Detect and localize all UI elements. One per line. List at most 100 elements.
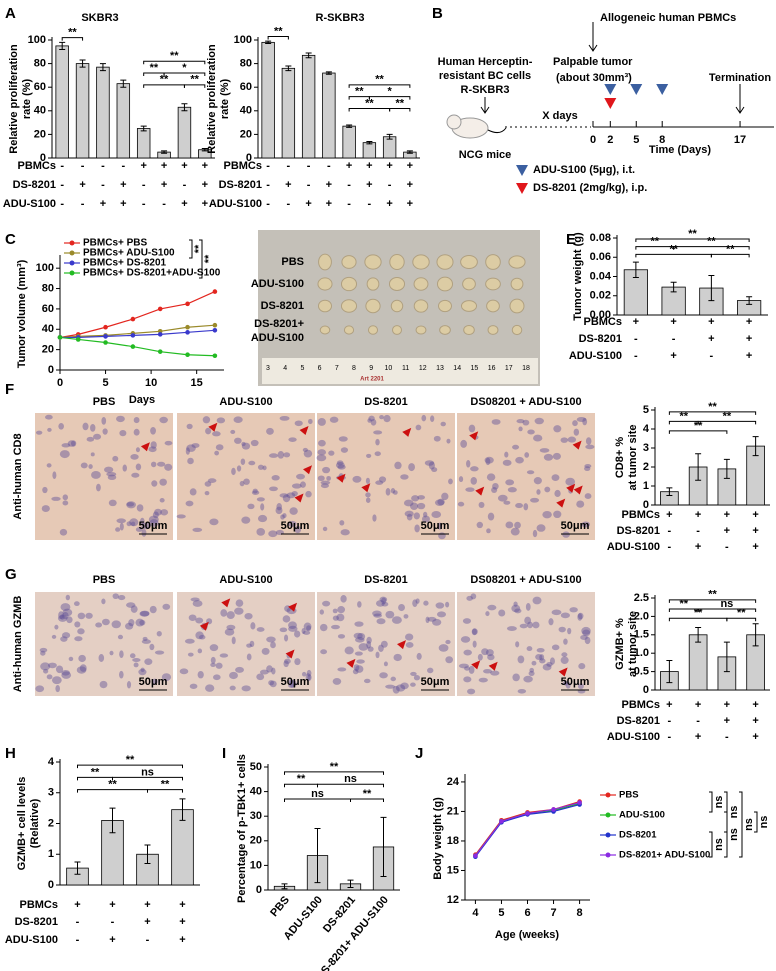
condition-sign: + bbox=[752, 525, 758, 537]
nucleus bbox=[416, 652, 422, 660]
condition-sign: + bbox=[407, 160, 413, 172]
nucleus bbox=[408, 463, 415, 472]
y-tick-label: 0.04 bbox=[590, 270, 612, 282]
image-title: ADU-S100 bbox=[219, 396, 272, 408]
error-bar bbox=[201, 148, 208, 152]
nucleus bbox=[256, 497, 265, 502]
nucleus bbox=[322, 526, 328, 532]
nucleus bbox=[270, 641, 276, 649]
nucleus bbox=[329, 416, 339, 423]
nucleus bbox=[150, 461, 157, 468]
termination-label: Termination bbox=[709, 72, 771, 84]
sig-label: ** bbox=[363, 788, 372, 800]
nucleus bbox=[59, 528, 68, 536]
ruler-number: 11 bbox=[402, 365, 409, 372]
point bbox=[103, 340, 108, 345]
nucleus bbox=[128, 619, 135, 627]
sig-bracket bbox=[668, 411, 757, 415]
point bbox=[130, 316, 136, 322]
nucleus bbox=[88, 464, 93, 470]
condition-sign: - bbox=[388, 179, 392, 191]
nucleus bbox=[558, 626, 566, 633]
sig-label: ns bbox=[743, 818, 755, 831]
condition-sign: - bbox=[60, 179, 64, 191]
sig-label: ** bbox=[108, 779, 117, 791]
nucleus bbox=[410, 502, 419, 511]
condition-sign: + bbox=[179, 934, 185, 946]
error-bar bbox=[181, 103, 188, 112]
sig-label: ** bbox=[679, 410, 688, 422]
nucleus bbox=[294, 630, 301, 638]
condition-sign: + bbox=[346, 160, 352, 172]
condition-sign: - bbox=[287, 198, 291, 210]
nucleus bbox=[581, 626, 591, 635]
tumor bbox=[390, 299, 404, 313]
nucleus bbox=[197, 670, 204, 679]
point bbox=[212, 322, 218, 328]
sig-bracket bbox=[61, 37, 84, 41]
nucleus bbox=[460, 636, 471, 643]
nucleus bbox=[487, 654, 495, 661]
tumor bbox=[365, 298, 381, 314]
nucleus bbox=[393, 653, 402, 662]
nucleus bbox=[150, 441, 157, 449]
bar bbox=[96, 66, 110, 159]
nucleus bbox=[375, 480, 384, 485]
nucleus bbox=[565, 477, 576, 486]
nucleus bbox=[266, 665, 273, 673]
nucleus bbox=[67, 440, 76, 447]
error-bar bbox=[161, 150, 168, 154]
nucleus bbox=[149, 605, 157, 614]
error-bar bbox=[386, 133, 393, 140]
nucleus bbox=[424, 460, 435, 466]
tumor bbox=[486, 299, 500, 313]
nucleus bbox=[101, 417, 107, 425]
bar bbox=[177, 106, 192, 159]
nucleus bbox=[284, 634, 289, 642]
scale-label: 50μm bbox=[561, 676, 590, 688]
x-axis-label: Days bbox=[129, 394, 155, 406]
nucleus bbox=[366, 636, 372, 644]
nucleus bbox=[96, 483, 101, 492]
error-bar bbox=[708, 275, 715, 302]
nucleus bbox=[578, 663, 586, 670]
nucleus bbox=[536, 647, 545, 653]
nucleus bbox=[372, 610, 382, 617]
nucleus bbox=[435, 602, 445, 609]
nucleus bbox=[400, 682, 409, 690]
nucleus bbox=[288, 621, 297, 629]
arrowhead bbox=[303, 465, 313, 475]
ruler-number: 3 bbox=[266, 365, 270, 372]
nucleus bbox=[215, 444, 224, 451]
nucleus bbox=[205, 684, 215, 692]
condition-sign: + bbox=[695, 731, 701, 743]
nucleus bbox=[553, 425, 562, 433]
y-tick-label: 2.0 bbox=[634, 610, 649, 622]
nucleus bbox=[259, 669, 269, 675]
nucleus bbox=[317, 475, 325, 482]
arrowhead bbox=[299, 426, 309, 436]
nucleus bbox=[337, 464, 346, 470]
condition-sign: + bbox=[633, 316, 639, 328]
nucleus bbox=[246, 653, 252, 661]
nucleus bbox=[300, 481, 306, 488]
ruler-number: 14 bbox=[453, 365, 461, 372]
sig-label: ns bbox=[713, 796, 725, 809]
condition-name: DS-8201 bbox=[617, 525, 660, 537]
nucleus bbox=[135, 463, 142, 471]
nucleus bbox=[414, 524, 420, 533]
nucleus bbox=[584, 636, 591, 645]
nucleus bbox=[392, 685, 400, 694]
nucleus bbox=[354, 651, 363, 656]
nucleus bbox=[277, 451, 285, 459]
nucleus bbox=[226, 624, 236, 631]
point bbox=[212, 353, 218, 359]
error-bar bbox=[380, 816, 387, 877]
nucleus bbox=[357, 632, 366, 641]
legend-text: PBS bbox=[619, 790, 639, 801]
legend-text: ADU-S100 bbox=[619, 810, 665, 821]
point bbox=[157, 332, 163, 337]
y-tick-label: 0.08 bbox=[590, 232, 611, 244]
nucleus bbox=[288, 625, 298, 632]
condition-sign: + bbox=[179, 899, 185, 911]
